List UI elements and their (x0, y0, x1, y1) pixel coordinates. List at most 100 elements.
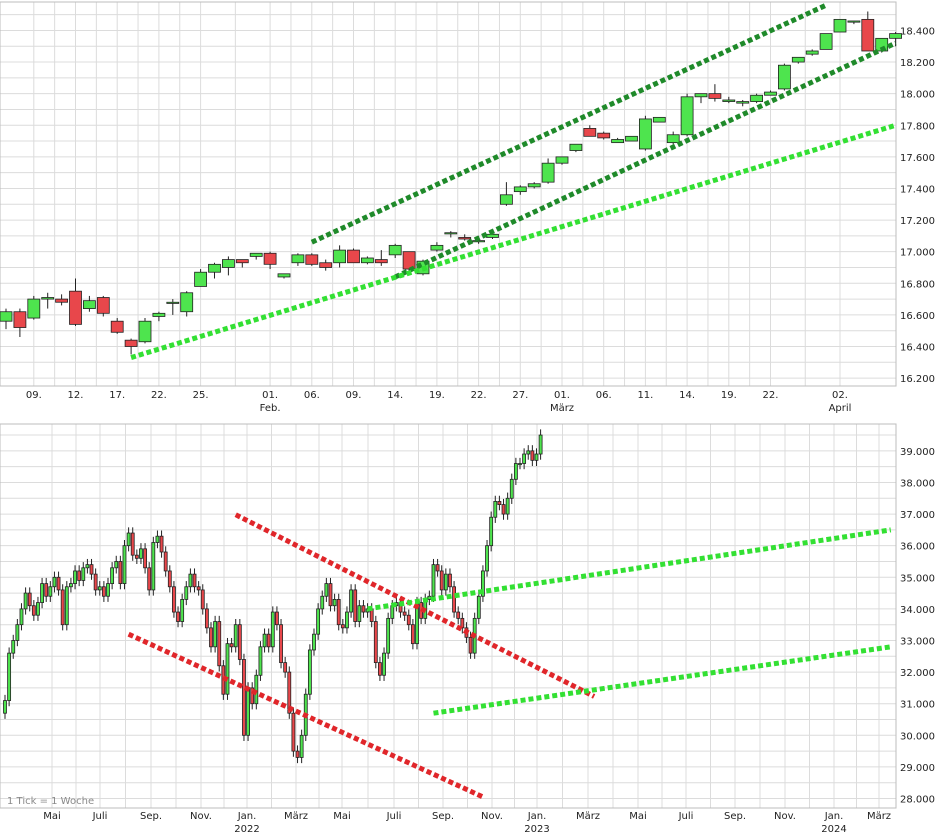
y-tick-label: 33.000 (900, 636, 935, 647)
candle-down (77, 570, 82, 581)
candle-down (279, 624, 283, 664)
x-tick-label: Sep. (140, 811, 162, 822)
x-tick-label: 06. (304, 390, 320, 401)
x-tick-label: Jan. (824, 811, 844, 822)
candle-down (275, 611, 279, 626)
candle-up (299, 734, 304, 758)
candle-down (402, 251, 416, 270)
x-tick-label: 14. (387, 390, 403, 401)
candle-down (118, 561, 123, 585)
candle-down (130, 532, 135, 556)
y-tick-label: 16.600 (900, 311, 935, 322)
candle-up (505, 497, 510, 515)
trend-line (234, 512, 596, 699)
candle-up (19, 608, 24, 626)
candle-up (312, 633, 316, 651)
candle-down (353, 589, 358, 622)
candle-up (694, 93, 708, 98)
candle-up (7, 652, 12, 701)
candle-up (307, 649, 312, 695)
candle-down (124, 339, 138, 347)
candle-down (448, 573, 452, 588)
candle-up (889, 33, 902, 39)
candle-down (458, 237, 472, 240)
y-tick-label: 38.000 (900, 478, 935, 489)
trend-line (130, 122, 897, 360)
candle-down (55, 298, 68, 303)
candle-up (138, 320, 152, 343)
candle-down (31, 605, 36, 616)
candle-up (40, 583, 44, 603)
x-year-label: 2023 (524, 824, 549, 835)
candle-up (750, 94, 763, 102)
x-tick-label: Nov. (774, 811, 796, 822)
candle-down (861, 18, 875, 52)
candle-up (166, 301, 180, 304)
candle-down (291, 712, 296, 752)
y-tick-label: 18.400 (900, 26, 935, 37)
y-tick-label: 28.000 (900, 795, 935, 806)
candle-up (69, 583, 73, 588)
candle-up (332, 599, 337, 607)
candle-down (235, 259, 249, 264)
candle-up (316, 608, 321, 635)
candle-up (486, 233, 499, 238)
candle-up (73, 570, 77, 585)
candle-down (13, 311, 27, 328)
candle-up (41, 297, 55, 300)
candle-down (501, 504, 506, 515)
trend-line (127, 631, 484, 800)
candle-up (472, 240, 486, 243)
y-tick-label: 17.600 (900, 153, 935, 164)
x-tick-label: 06. (596, 390, 612, 401)
candle-up (110, 567, 115, 585)
candle-up (513, 186, 527, 193)
y-tick-label: 32.000 (900, 668, 935, 679)
candle-up (188, 573, 193, 588)
weekly-candlestick-chart: 28.000 29.000 30.000 31.000 32.000 33.000 34.0… (0, 423, 935, 835)
candle-down (96, 297, 110, 314)
candle-up (333, 249, 347, 264)
y-tick-label: 17.000 (900, 248, 935, 259)
candle-up (258, 646, 263, 676)
x-tick-label: Juli (386, 811, 402, 822)
x-month-label: April (829, 403, 852, 414)
candle-down (328, 583, 333, 607)
candle-down (263, 252, 277, 265)
candle-down (497, 501, 502, 505)
candle-up (611, 139, 624, 144)
y-tick-label: 16.200 (900, 374, 935, 385)
x-tick-label: 25. (193, 390, 209, 401)
candle-down (410, 624, 415, 645)
trend-line (433, 644, 892, 716)
candle-up (213, 621, 218, 648)
x-tick-label: Sep. (724, 811, 746, 822)
candle-up (81, 567, 86, 581)
candle-up (736, 101, 750, 104)
candle-down (452, 586, 456, 613)
x-tick-label: 01. (262, 390, 278, 401)
daily-candlestick-chart: 16.200 16.400 16.600 16.800 17.000 17.200 17.4… (0, 1, 935, 414)
candle-up (430, 244, 444, 251)
candle-up (254, 674, 259, 705)
x-tick-label: Nov. (190, 811, 212, 822)
candle-up (249, 252, 263, 257)
plot-frame (0, 1, 897, 387)
candle-up (427, 595, 432, 600)
candle-down (283, 662, 288, 673)
candle-down (93, 573, 98, 591)
candle-up (476, 595, 481, 619)
candle-down (159, 535, 164, 553)
x-tick-label: März (284, 811, 308, 822)
candle-down (406, 614, 411, 626)
candle-up (652, 116, 666, 123)
candle-up (233, 624, 238, 648)
candle-down (287, 671, 292, 714)
candle-down (266, 633, 271, 648)
candle-down (468, 636, 473, 654)
y-tick-label: 39.000 (900, 447, 935, 458)
y-tick-label: 18.000 (900, 90, 935, 101)
candle-up (791, 56, 805, 63)
candle-up (114, 561, 119, 569)
candle-down (242, 659, 246, 736)
